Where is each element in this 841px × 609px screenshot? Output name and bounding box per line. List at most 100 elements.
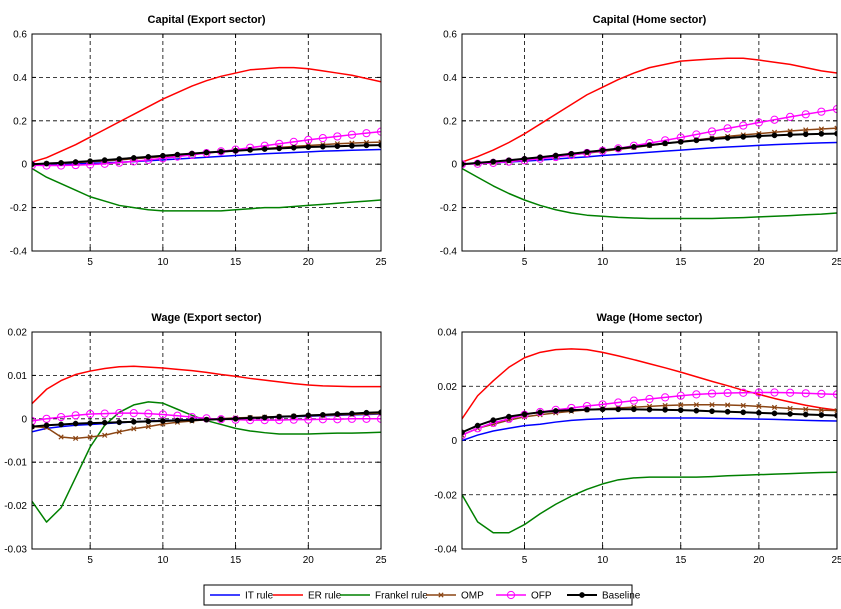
y-tick-label: -0.02 [4,501,27,512]
data-point [158,410,167,419]
y-tick-label: -0.2 [440,203,458,214]
y-tick-label: 0.6 [13,30,27,41]
data-point [129,409,138,418]
data-point [462,430,467,440]
data-point [232,147,239,154]
series-line-er-rule [32,66,381,163]
y-tick-label: 0.02 [8,328,28,339]
series-group [462,348,837,534]
data-point [629,396,638,405]
plot-frame [31,331,382,550]
data-point [347,130,357,139]
y-tick-label: 0 [451,436,457,447]
data-point [740,409,747,416]
data-point [43,422,50,429]
data-point [87,158,94,165]
data-point [787,411,793,417]
data-point [693,407,700,414]
legend-item-baseline: Baseline [567,591,641,602]
data-point [130,155,137,161]
data-point [72,159,79,165]
legend-label: Baseline [602,591,641,602]
data-point [116,419,123,426]
data-point [333,132,342,141]
chart-panel-1: Capital (Export sector) 5 10 15 20 25 -0.4 -0.2… [10,14,387,268]
x-tick-label: 10 [157,257,169,268]
data-point [131,426,137,432]
data-point [189,417,195,423]
series-line-frankel-rule [32,167,381,212]
data-point [802,411,809,418]
chart-title: Capital (Export sector) [148,14,266,26]
data-point [662,402,668,409]
x-tick-label: 10 [597,257,609,268]
data-point [740,134,747,140]
data-point [754,118,763,127]
data-point [615,145,622,152]
data-point [116,156,123,162]
data-point [276,413,283,420]
chart-title: Capital (Home sector) [593,14,707,26]
legend: IT rule ER rule Frankel rule OMP OFP Baseline [203,584,641,606]
data-point [834,408,837,414]
data-point [261,414,268,421]
data-point [802,131,809,138]
data-point [218,416,224,423]
data-point [677,138,684,145]
data-point [349,410,355,417]
data-point [725,402,731,408]
data-point [662,140,668,147]
data-point [707,389,717,398]
chart-panel-4: Wage (Home sector) 5 10 15 20 25 -0.04 -0.02 0 0.… [434,312,841,566]
data-point [474,422,481,429]
data-point [693,402,699,408]
data-point [646,406,653,413]
data-point [771,404,778,411]
data-point [72,420,79,427]
legend-marker [438,592,444,598]
y-tick-label: 0.02 [438,382,458,393]
y-tick-label: -0.4 [440,247,458,258]
plot-area [32,34,381,251]
y-tick-label: 0 [21,414,27,425]
data-point [203,149,210,156]
data-point [362,129,371,138]
data-point [568,150,575,157]
data-point [568,407,575,413]
data-point [319,412,326,418]
data-point [692,390,701,399]
series-line-er-rule [32,365,381,405]
legend-label: Frankel rule [375,591,428,602]
chart-title: Wage (Export sector) [151,312,262,324]
data-point [754,388,763,397]
data-point [100,409,109,418]
legend-label: OFP [531,591,552,602]
data-point [818,126,824,132]
data-point [43,160,50,167]
data-point [305,412,312,419]
data-point [834,125,837,131]
data-point [552,408,559,414]
x-tick-label: 15 [675,555,687,566]
data-point [787,405,793,412]
data-point [614,398,623,407]
x-tick-label: 5 [522,257,528,268]
data-point [160,418,166,424]
data-point [770,388,779,397]
data-point [115,409,124,418]
data-point [740,402,746,409]
data-point [174,151,181,158]
data-point [723,388,732,398]
y-tick-label: -0.03 [4,545,27,556]
series-line-er-rule [462,57,837,163]
data-point [174,417,181,424]
x-tick-label: 25 [831,555,841,566]
data-point [86,409,95,419]
data-point [662,406,668,413]
x-tick-label: 20 [753,257,765,268]
data-point [474,160,481,166]
y-tick-label: -0.02 [434,490,457,501]
chart-panel-3: Wage (Export sector) 5 10 15 20 25 -0.03 -0.02 -… [4,312,387,566]
data-point [739,388,748,397]
